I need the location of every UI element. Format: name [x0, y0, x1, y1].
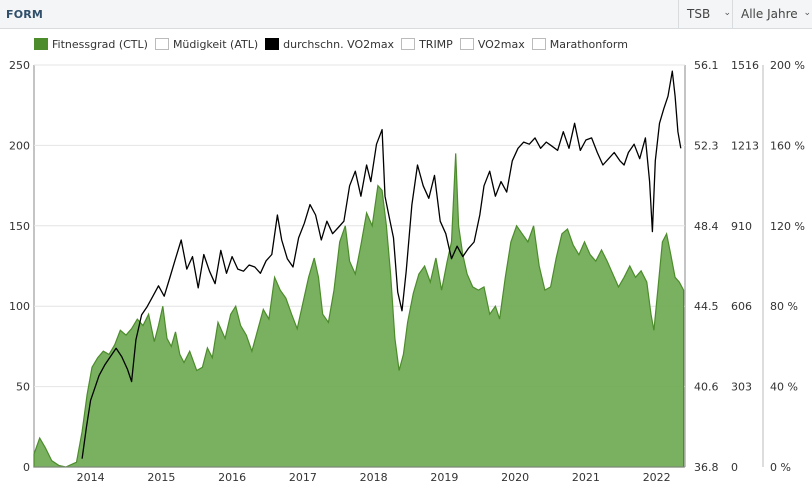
vo2-tick-label: 40.6 [694, 381, 719, 394]
percent-tick-label: 40 % [770, 381, 798, 394]
x-tick-label: 2014 [77, 471, 105, 484]
legend-swatch [459, 38, 474, 50]
legend-label: durchschn. VO2max [283, 38, 395, 51]
legend-swatch [34, 38, 48, 50]
metric-dropdown-value: TSB [687, 7, 711, 21]
chevron-down-icon: ⌄ [803, 8, 811, 18]
trimp-tick-label: 910 [731, 220, 752, 233]
legend-label: TRIMP [419, 38, 453, 51]
legend-item[interactable]: durchschn. VO2max [265, 38, 394, 51]
x-tick-label: 2017 [289, 471, 317, 484]
vo2-tick-label: 48.4 [694, 220, 719, 233]
legend-swatch [531, 38, 546, 50]
y-tick-label: 50 [16, 381, 30, 394]
vo2-tick-label: 56.1 [694, 59, 719, 72]
chart-legend: Fitnessgrad (CTL) Müdigkeit (ATL) durchsch… [34, 38, 635, 56]
percent-tick-label: 160 % [770, 139, 805, 152]
vo2-tick-label: 36.8 [694, 461, 719, 474]
x-tick-label: 2016 [218, 471, 246, 484]
page-title: FORM [6, 8, 44, 21]
x-tick-label: 2021 [572, 471, 600, 484]
x-tick-label: 2018 [360, 471, 388, 484]
trimp-tick-label: 1213 [731, 139, 759, 152]
y-tick-label: 150 [9, 220, 30, 233]
legend-item[interactable]: Marathonform [531, 38, 628, 51]
y-tick-label: 200 [9, 139, 30, 152]
legend-label: VO2max [477, 38, 525, 51]
trimp-tick-label: 606 [731, 300, 752, 313]
legend-item[interactable]: Müdigkeit (ATL) [154, 38, 259, 51]
percent-tick-label: 80 % [770, 300, 798, 313]
year-dropdown[interactable]: Alle Jahre ⌄ [732, 0, 812, 29]
x-tick-label: 2019 [430, 471, 458, 484]
vo2max-line [81, 70, 682, 459]
trimp-tick-label: 303 [731, 381, 752, 394]
trimp-tick-label: 0 [731, 461, 738, 474]
x-tick-label: 2020 [501, 471, 529, 484]
header-bar: FORM TSB ⌄ Alle Jahre ⌄ [0, 0, 812, 29]
percent-tick-label: 120 % [770, 220, 805, 233]
ctl-area [33, 153, 685, 468]
legend-label: Müdigkeit (ATL) [172, 38, 259, 51]
metric-dropdown[interactable]: TSB ⌄ [678, 0, 732, 29]
legend-swatch [154, 38, 169, 50]
legend-swatch [401, 38, 416, 50]
legend-item[interactable]: VO2max [459, 38, 525, 51]
legend-swatch [265, 38, 280, 50]
trimp-tick-label: 1516 [731, 59, 759, 72]
year-dropdown-value: Alle Jahre [741, 7, 798, 21]
y-tick-label: 250 [9, 59, 30, 72]
percent-tick-label: 200 % [770, 59, 805, 72]
legend-label: Fitnessgrad (CTL) [52, 38, 148, 51]
vo2-tick-label: 44.5 [694, 300, 719, 313]
percent-tick-label: 0 % [770, 461, 791, 474]
legend-item[interactable]: Fitnessgrad (CTL) [34, 38, 148, 51]
x-tick-label: 2022 [643, 471, 671, 484]
vo2-tick-label: 52.3 [694, 139, 719, 152]
y-tick-label: 0 [23, 461, 30, 474]
chevron-down-icon: ⌄ [723, 8, 731, 18]
x-tick-label: 2015 [147, 471, 175, 484]
y-tick-label: 100 [9, 300, 30, 313]
legend-label: Marathonform [549, 38, 628, 51]
legend-item[interactable]: TRIMP [401, 38, 453, 51]
